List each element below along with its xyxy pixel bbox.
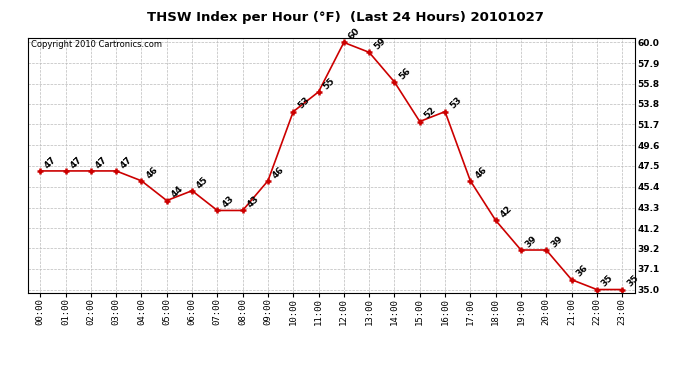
Text: 42: 42 (498, 204, 514, 220)
Text: 59: 59 (372, 36, 387, 51)
Text: 43: 43 (246, 194, 261, 210)
Text: 46: 46 (144, 165, 159, 180)
Text: 43: 43 (220, 194, 235, 210)
Text: 45: 45 (195, 175, 210, 190)
Text: 35: 35 (625, 273, 640, 289)
Text: 60: 60 (346, 27, 362, 42)
Text: THSW Index per Hour (°F)  (Last 24 Hours) 20101027: THSW Index per Hour (°F) (Last 24 Hours)… (146, 11, 544, 24)
Text: 47: 47 (119, 155, 135, 170)
Text: 47: 47 (43, 155, 59, 170)
Text: 53: 53 (296, 96, 311, 111)
Text: 47: 47 (94, 155, 109, 170)
Text: 53: 53 (448, 96, 463, 111)
Text: 46: 46 (270, 165, 286, 180)
Text: 47: 47 (68, 155, 83, 170)
Text: 35: 35 (600, 273, 615, 289)
Text: 39: 39 (524, 234, 539, 249)
Text: Copyright 2010 Cartronics.com: Copyright 2010 Cartronics.com (30, 40, 161, 49)
Text: 52: 52 (422, 105, 437, 121)
Text: 36: 36 (574, 264, 589, 279)
Text: 56: 56 (397, 66, 413, 81)
Text: 46: 46 (473, 165, 489, 180)
Text: 55: 55 (322, 76, 337, 91)
Text: 39: 39 (549, 234, 564, 249)
Text: 44: 44 (170, 184, 185, 200)
